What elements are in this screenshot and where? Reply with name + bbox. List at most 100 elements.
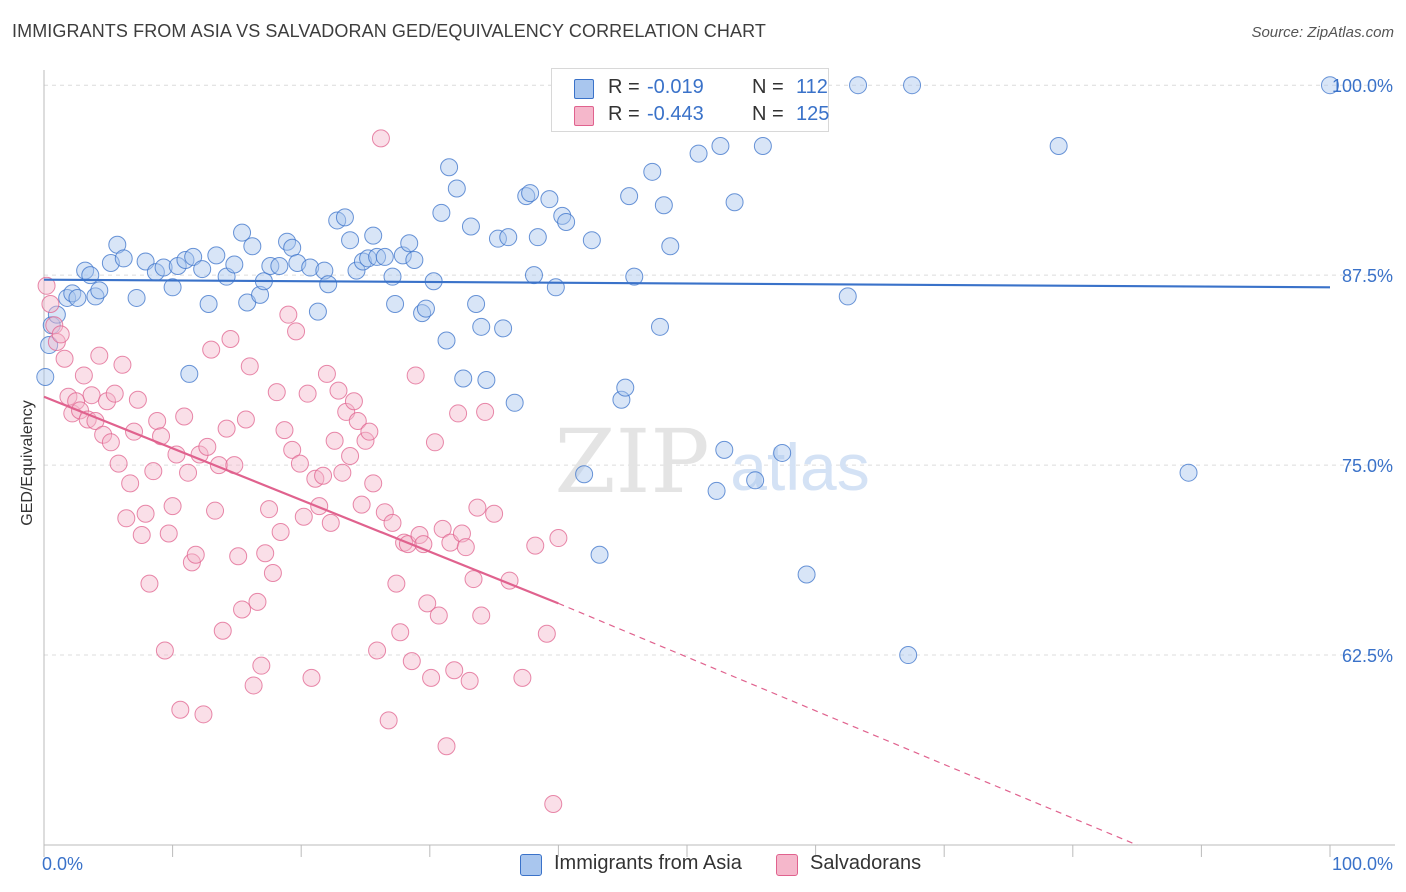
watermark-atlas: atlas	[730, 430, 869, 504]
data-point	[643, 162, 662, 181]
data-point	[140, 574, 159, 593]
data-point	[371, 129, 390, 148]
data-point	[348, 412, 367, 431]
data-point	[329, 381, 348, 400]
data-point	[243, 237, 262, 256]
data-point	[278, 232, 297, 251]
data-point	[353, 252, 372, 271]
data-point	[402, 652, 421, 671]
data-point	[454, 369, 473, 388]
legend-n-label: N =	[752, 76, 784, 98]
data-point	[391, 623, 410, 642]
data-point	[341, 231, 360, 250]
chart-title: IMMIGRANTS FROM ASIA VS SALVADORAN GED/E…	[12, 21, 766, 41]
data-point	[725, 193, 744, 212]
data-point	[341, 446, 360, 465]
data-point	[202, 340, 221, 359]
data-point	[689, 144, 708, 163]
data-point	[513, 668, 532, 687]
data-point	[279, 305, 298, 324]
data-point	[117, 509, 136, 528]
data-point	[546, 278, 565, 297]
data-point	[68, 288, 87, 307]
data-point	[838, 287, 857, 306]
data-point	[179, 463, 198, 482]
data-point	[101, 433, 120, 452]
data-point	[616, 378, 635, 397]
data-point	[229, 547, 248, 566]
data-point	[375, 247, 394, 266]
data-point	[416, 299, 435, 318]
data-point	[383, 513, 402, 532]
data-point	[175, 407, 194, 426]
legend-swatch-pink	[574, 106, 594, 126]
data-point	[148, 412, 167, 431]
data-point	[773, 443, 792, 462]
legend-swatch-blue	[574, 79, 594, 99]
legend-r-value: -0.443	[647, 103, 704, 125]
data-point	[903, 76, 922, 95]
data-point	[447, 179, 466, 198]
data-point	[251, 285, 270, 304]
data-point	[461, 217, 480, 236]
data-point	[472, 606, 491, 625]
data-point	[319, 275, 338, 294]
data-point	[225, 255, 244, 274]
data-point	[159, 524, 178, 543]
data-point	[256, 544, 275, 563]
data-point	[544, 794, 563, 813]
data-point	[476, 402, 495, 421]
data-point	[194, 705, 213, 724]
data-point	[37, 276, 56, 295]
data-point	[364, 226, 383, 245]
data-point	[650, 317, 669, 336]
data-point	[899, 646, 918, 665]
data-point	[248, 592, 267, 611]
data-point	[849, 76, 868, 95]
data-point	[368, 641, 387, 660]
y-tick-label: 100.0%	[1332, 76, 1393, 96]
data-point	[233, 223, 252, 242]
data-point	[109, 454, 128, 473]
data-point	[661, 237, 680, 256]
data-point	[485, 504, 504, 523]
data-point	[524, 266, 543, 285]
data-point	[180, 364, 199, 383]
data-point	[127, 288, 146, 307]
data-point	[557, 212, 576, 231]
data-point	[244, 676, 263, 695]
legend-r-label: R =	[608, 76, 640, 98]
data-point	[236, 410, 255, 429]
data-point	[47, 305, 66, 324]
data-point	[233, 600, 252, 619]
data-point	[290, 454, 309, 473]
data-point	[184, 247, 203, 266]
data-point	[308, 302, 327, 321]
data-point	[154, 258, 173, 277]
data-point	[267, 383, 286, 402]
data-point	[472, 317, 491, 336]
data-point	[325, 431, 344, 450]
data-point	[456, 538, 475, 557]
data-point	[105, 384, 124, 403]
data-point	[213, 621, 232, 640]
data-point	[521, 184, 540, 203]
data-point	[425, 433, 444, 452]
trend-line-salvadoran-extension	[558, 602, 1138, 846]
data-point	[335, 208, 354, 227]
data-point	[221, 329, 240, 348]
data-point	[537, 624, 556, 643]
data-point	[528, 228, 547, 247]
data-point	[90, 281, 109, 300]
data-point	[464, 570, 483, 589]
stats-legend: R = -0.019 N = 112 R = -0.443 N = 125	[551, 68, 829, 132]
data-point	[715, 440, 734, 459]
data-point	[387, 574, 406, 593]
data-point	[132, 526, 151, 544]
data-point	[1321, 76, 1339, 95]
data-point	[352, 495, 371, 514]
data-point	[499, 228, 518, 247]
data-point	[155, 641, 174, 660]
data-point	[368, 247, 387, 266]
data-point	[321, 513, 340, 532]
